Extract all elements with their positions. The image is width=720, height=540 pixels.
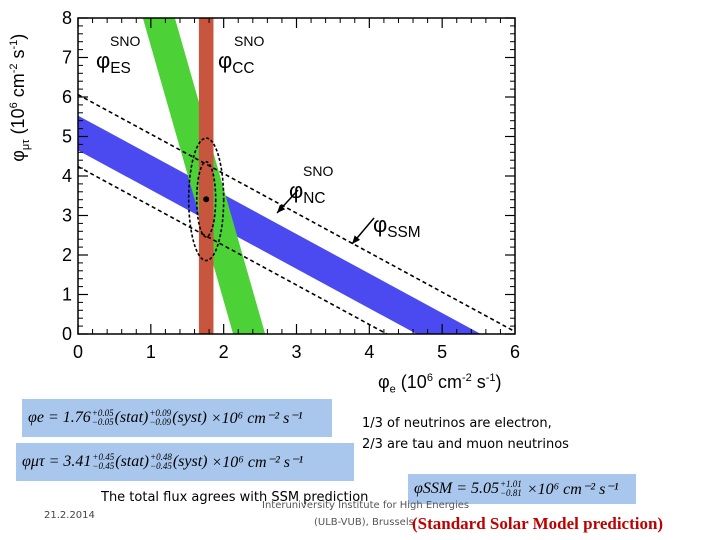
phi-e-symbol: φe [28,409,44,426]
y-tick-label: 1 [62,285,72,305]
phi-e-syst-up: +0.09 [149,408,172,418]
phi-ssm-units: ×10⁶ cm⁻² s⁻¹ [526,481,619,498]
y-tick-label: 8 [62,8,72,28]
phi-mutau-stat-up: +0.45 [92,452,115,462]
x-tick-label: 1 [146,342,156,362]
phi-mutau-units: ×10⁶ cm⁻² s⁻¹ [211,454,304,471]
phi-mutau-stat-down: −0.45 [92,461,115,471]
total-flux-note: The total flux agrees with SSM predictio… [101,490,369,505]
x-tick-label: 0 [73,342,83,362]
phi-es-label: φES [96,48,131,77]
phi-ssm-up: +1.01 [499,479,522,489]
ssm-prediction-note: (Standard Solar Model prediction) [412,514,664,533]
phi-mutau-symbol: φμτ [22,453,45,470]
y-tick-label: 4 [62,166,72,186]
institute-line2: (ULB-VUB), Brussels [314,517,414,528]
ssm-arrow-head [352,235,361,244]
y-tick-label: 7 [62,48,72,68]
phi-e-stat-down: −0.05 [91,417,114,427]
sno-nc-label: SNO [303,163,333,179]
phi-e-value: 1.76 [62,409,91,426]
x-tick-label: 3 [291,342,301,362]
phi-ssm-value: 5.05 [470,480,499,497]
phi-ssm-down: −0.81 [499,488,522,498]
phi-mutau-value: 3.41 [63,453,92,470]
ssm-lower-dashed-line [78,165,388,334]
contour-68 [195,160,217,238]
y-tick-label: 6 [62,87,72,107]
phi-ssm-equation: φSSM = 5.05 +1.01 −0.81 ×10⁶ cm⁻² s⁻¹ [408,474,636,504]
x-tick-label: 4 [364,342,374,362]
contour-95 [187,137,225,262]
phi-e-stat-up: +0.05 [91,408,114,418]
y-tick-label: 3 [62,206,72,226]
cc-band [198,18,214,334]
phi-e-units: ×10⁶ cm⁻² s⁻¹ [210,410,303,427]
best-fit-point [203,196,210,203]
phi-mutau-syst-down: −0.45 [150,461,172,471]
phi-mutau-equation: φμτ = 3.41 +0.45 −0.45 (stat) +0.48 −0.4… [16,443,354,481]
phi-ssm-symbol: φSSM [414,480,453,497]
nc-band [78,115,481,334]
phi-mutau-syst-up: +0.48 [150,452,172,462]
x-axis-title: φe (106 cm-2 s-1) [378,372,502,396]
x-tick-label: 2 [219,342,229,362]
nc-arrow-head [277,204,286,213]
sno-cc-label: SNO [234,33,264,49]
fraction-note-line2: 2/3 are tau and muon neutrinos [362,437,569,452]
phi-cc-label: φCC [218,48,255,77]
y-axis-title: φμτ (106 cm-2 s-1) [8,33,32,162]
phi-e-equation: φe = 1.76 +0.05 −0.05 (stat) +0.09 −0.09… [22,399,332,437]
x-tick-label: 6 [510,342,520,362]
x-tick-label: 5 [437,342,447,362]
fraction-note-line1: 1/3 of neutrinos are electron, [362,416,552,431]
y-tick-label: 2 [62,245,72,265]
date-label: 21.2.2014 [44,510,95,521]
phi-e-syst-down: −0.09 [149,417,172,427]
institute-line1: Interuniversity Institute for High Energ… [262,500,470,511]
sno-es-label: SNO [110,33,140,49]
y-tick-label: 5 [62,127,72,147]
phi-ssm-label: φSSM [373,212,421,241]
y-tick-label: 0 [62,324,72,344]
